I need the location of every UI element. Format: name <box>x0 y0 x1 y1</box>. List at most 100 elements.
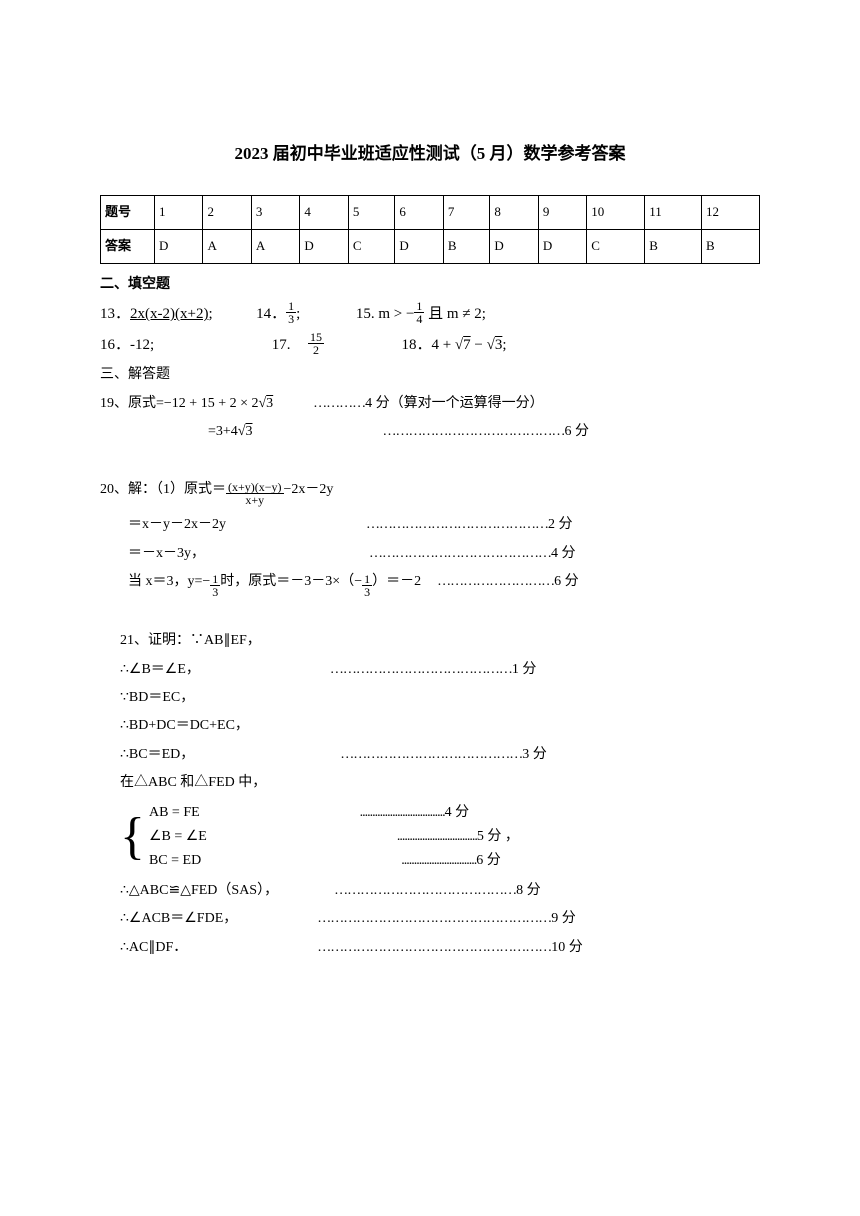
q18-mid: − √ <box>471 337 495 353</box>
q20-line4: 当 x＝3，y=−13时，原式＝－3－3×（−13）＝－2 ………………………6… <box>128 571 760 600</box>
score: 6 分 <box>554 571 579 593</box>
score: 1 分 <box>512 659 537 681</box>
left-brace-icon: { <box>120 811 145 863</box>
q19-line2: =3+4√3 ……………………………………6 分 <box>100 421 760 443</box>
table-cell: B <box>645 229 702 263</box>
q19-line1: 19、原式=−12 + 15 + 2 × 2√3 …………4 分（算对一个运算得… <box>100 393 760 415</box>
q14-fraction: 13 <box>286 300 296 325</box>
q15-label: 15. <box>356 306 375 322</box>
q21-b3: BC = ED <box>149 850 201 872</box>
dots: …………………………………… <box>334 880 516 902</box>
page-title: 2023 届初中毕业班适应性测试（5 月）数学参考答案 <box>100 140 760 167</box>
q19-rad: 3 <box>266 393 273 415</box>
q21-line: 在△ABC 和△FED 中， <box>120 772 760 794</box>
score: 3 分 <box>522 744 547 766</box>
q20-frac3: 13 <box>362 573 372 598</box>
score: 6 分 <box>476 850 501 872</box>
q14-suffix: ; <box>296 306 300 322</box>
table-cell: 7 <box>443 196 490 230</box>
dots: …………………………………… <box>340 744 522 766</box>
q17-fraction: 152 <box>308 331 324 356</box>
q18-label: 18． <box>401 337 431 353</box>
dots: ………… <box>313 393 365 415</box>
answer-table: 题号 1 2 3 4 5 6 7 8 9 10 11 12 答案 D A A D… <box>100 195 760 264</box>
table-cell: D <box>155 229 203 263</box>
q13-label: 13． <box>100 306 130 322</box>
brace-group: { AB = FE...............................… <box>120 801 760 874</box>
q20-l2: ＝x－y－2x－2y <box>128 514 226 536</box>
q20-fraction: (x+y)(x−y)x+y <box>226 481 284 506</box>
dots: …………………………………… <box>382 421 564 443</box>
dots: ……………………… <box>437 571 554 593</box>
dots: ……………………………………………… <box>317 908 551 930</box>
q20-l4a: 当 x＝3，y=− <box>128 571 210 593</box>
dots: …………………………………… <box>330 659 512 681</box>
q16-answer: -12; <box>130 337 154 353</box>
table-cell: A <box>251 229 299 263</box>
score: 8 分 <box>516 880 541 902</box>
q20-l4c: ）＝－2 <box>372 571 421 593</box>
score: 6 分 <box>564 421 589 443</box>
q21-line: ∴∠ACB＝∠FDE，………………………………………………9 分 <box>120 908 760 930</box>
score: 10 分 <box>551 937 583 959</box>
table-cell: 4 <box>300 196 348 230</box>
table-cell: B <box>443 229 490 263</box>
dots: …………………………………… <box>366 514 548 536</box>
q20-line1: 20、解：（1）原式＝ (x+y)(x−y)x+y −2x－2y <box>100 479 760 508</box>
table-cell: D <box>538 229 586 263</box>
dots: ……………………………………………… <box>317 937 551 959</box>
q21-line: ∵BD＝EC， <box>120 687 760 709</box>
section-heading: 二、填空题 <box>100 274 760 296</box>
table-row: 题号 1 2 3 4 5 6 7 8 9 10 11 12 <box>101 196 760 230</box>
score: 5 分 ， <box>477 826 519 848</box>
table-cell: 1 <box>155 196 203 230</box>
q21-line: ∴BD+DC＝DC+EC， <box>120 715 760 737</box>
table-cell: 2 <box>203 196 251 230</box>
q18-text: 4 + √ <box>431 337 463 353</box>
table-cell: 3 <box>251 196 299 230</box>
table-cell: D <box>490 229 538 263</box>
table-cell: A <box>203 229 251 263</box>
dots: ................................ <box>397 826 477 848</box>
q20-frac2: 13 <box>210 573 220 598</box>
table-cell: 9 <box>538 196 586 230</box>
q21-line: 21、证明：∵AB∥EF， <box>120 630 760 652</box>
q19-eq: =3+4√ <box>208 421 245 443</box>
q19-expr: −12 + 15 + 2 × 2√ <box>164 393 266 415</box>
dots: .................................. <box>360 802 445 824</box>
dots: …………………………………… <box>369 543 551 565</box>
q21-line: ∴BC＝ED，……………………………………3 分 <box>120 744 760 766</box>
q21-line: ∴△ABC≌△FED（SAS），……………………………………8 分 <box>120 880 760 902</box>
q20-suffix: −2x－2y <box>284 479 334 501</box>
q19-rad2: 3 <box>245 421 252 443</box>
table-cell: 5 <box>348 196 395 230</box>
q19-prefix: 19、原式= <box>100 393 164 415</box>
q21-line: ∴∠B＝∠E，……………………………………1 分 <box>120 659 760 681</box>
q20-line3: ＝－x－3y， ……………………………………4 分 <box>128 543 760 565</box>
q20-line2: ＝x－y－2x－2y ……………………………………2 分 <box>128 514 760 536</box>
table-row: 答案 D A A D C D B D D C B B <box>101 229 760 263</box>
table-cell: 11 <box>645 196 702 230</box>
q15-text-a: m > − <box>378 306 414 322</box>
dots: .............................. <box>401 850 476 872</box>
q13-answer: 2x(x-2)(x+2) <box>130 306 208 322</box>
q21-line: ∴AC∥DF．………………………………………………10 分 <box>120 937 760 959</box>
score: 4 分 <box>551 543 576 565</box>
table-cell: 10 <box>587 196 645 230</box>
section-heading: 三、解答题 <box>100 364 760 386</box>
table-cell: C <box>587 229 645 263</box>
row-header: 答案 <box>101 229 155 263</box>
score: 2 分 <box>548 514 573 536</box>
q15-fraction: 14 <box>414 300 424 325</box>
table-cell: 8 <box>490 196 538 230</box>
table-cell: C <box>348 229 395 263</box>
score: 4 分 <box>445 802 470 824</box>
q18-suffix: ; <box>502 337 506 353</box>
q21-b2: ∠B = ∠E <box>149 826 207 848</box>
q21-b1: AB = FE <box>149 802 200 824</box>
q18-rad1: 7 <box>463 337 471 353</box>
q14-label: 14． <box>256 306 286 322</box>
fill-blank-line: 13．2x(x-2)(x+2); 14．13; 15. m > −14 且 m … <box>100 302 760 327</box>
q16-label: 16． <box>100 337 130 353</box>
table-cell: 6 <box>395 196 443 230</box>
